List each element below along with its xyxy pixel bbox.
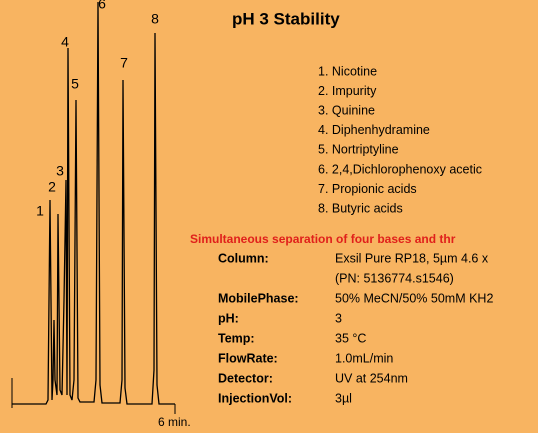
peak-label: 6 bbox=[98, 0, 106, 12]
peak-label: 1 bbox=[36, 203, 44, 219]
condition-value: (PN: 5136774.s1546) bbox=[335, 271, 454, 285]
condition-value: 50% MeCN/50% 50mM KH2 bbox=[335, 291, 493, 305]
peak-label: 4 bbox=[61, 34, 69, 50]
condition-label: Detector: bbox=[218, 371, 273, 385]
compound-item: 1. Nicotine bbox=[318, 64, 377, 78]
peak-label: 2 bbox=[48, 179, 56, 195]
condition-label: pH: bbox=[218, 311, 239, 325]
condition-label: FlowRate: bbox=[218, 351, 278, 365]
axis-label: 6 min. bbox=[158, 415, 191, 429]
condition-label: MobilePhase: bbox=[218, 291, 299, 305]
title: pH 3 Stability bbox=[232, 9, 340, 28]
compound-item: 6. 2,4,Dichlorophenoxy acetic bbox=[318, 162, 482, 176]
condition-value: UV at 254nm bbox=[335, 371, 408, 385]
condition-label: Temp: bbox=[218, 331, 255, 345]
compound-item: 5. Nortriptyline bbox=[318, 143, 399, 157]
peak-label: 8 bbox=[151, 11, 159, 27]
subtitle: Simultaneous separation of four bases an… bbox=[190, 232, 456, 246]
chromatogram-trace bbox=[12, 1, 175, 405]
condition-value: 35 °C bbox=[335, 331, 366, 345]
compound-item: 4. Diphenhydramine bbox=[318, 123, 430, 137]
peak-label: 3 bbox=[56, 163, 64, 179]
peak-label: 7 bbox=[120, 55, 128, 71]
condition-value: 3 bbox=[335, 311, 342, 325]
condition-value: Exsil Pure RP18, 5µm 4.6 x bbox=[335, 251, 489, 265]
condition-label: InjectionVol: bbox=[218, 391, 292, 405]
peak-label: 5 bbox=[71, 76, 79, 92]
condition-value: 3µl bbox=[335, 391, 352, 405]
condition-value: 1.0mL/min bbox=[335, 351, 393, 365]
compound-item: 7. Propionic acids bbox=[318, 182, 417, 196]
condition-label: Column: bbox=[218, 251, 269, 265]
compound-item: 3. Quinine bbox=[318, 103, 375, 117]
compound-item: 2. Impurity bbox=[318, 84, 377, 98]
compound-item: 8. Butyric acids bbox=[318, 201, 403, 215]
